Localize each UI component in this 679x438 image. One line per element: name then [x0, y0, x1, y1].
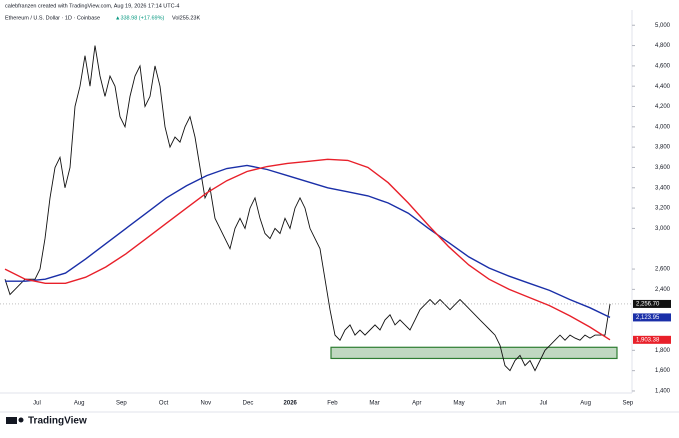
change: ▲338.98 (+17.69%)	[115, 15, 164, 21]
x-tick-label: Sep	[116, 401, 127, 407]
x-tick-label: Aug	[74, 401, 85, 407]
x-tick-label: Jul	[33, 401, 41, 407]
price-label: 2,256.70	[636, 302, 660, 308]
price-label: 2,123.95	[636, 315, 660, 321]
byline: calebfranzen created with TradingView.co…	[5, 3, 179, 9]
price-label-box	[633, 313, 671, 322]
y-tick-label: 1,800	[655, 348, 671, 354]
y-tick-label: 2,600	[655, 267, 671, 273]
x-tick-label: Apr	[412, 401, 421, 407]
y-tick-label: 3,000	[655, 226, 671, 232]
y-tick-label: 4,600	[655, 63, 671, 69]
x-tick-label: 2026	[284, 401, 298, 407]
brand: TradingView	[28, 416, 87, 427]
x-tick-label: Sep	[622, 401, 633, 407]
y-tick-label: 2,400	[655, 287, 671, 293]
x-tick-label: Dec	[243, 401, 254, 407]
y-tick-label: 4,800	[655, 43, 671, 49]
x-tick-label: Jul	[540, 401, 548, 407]
price-line	[4, 45, 611, 372]
y-tick-label: 3,200	[655, 206, 671, 212]
symbol: Ethereum / U.S. Dollar · 1D · Coinbase	[5, 15, 100, 21]
y-tick-label: 1,400	[655, 389, 671, 395]
y-tick-label: 3,400	[655, 185, 671, 191]
x-tick-label: Oct	[159, 401, 169, 407]
volume: Vol255.23K	[172, 15, 200, 21]
y-tick-label: 4,000	[655, 124, 671, 130]
x-tick-label: Feb	[327, 401, 338, 407]
x-tick-label: Mar	[369, 401, 379, 407]
price-label-box	[633, 335, 671, 344]
price-label-box	[633, 299, 671, 308]
moving-average	[4, 158, 611, 341]
x-tick-label: Nov	[200, 401, 211, 407]
x-tick-label: Jun	[496, 401, 506, 407]
y-tick-label: 4,200	[655, 104, 671, 110]
y-tick-label: 3,800	[655, 145, 671, 151]
logo	[6, 417, 24, 424]
x-tick-label: Aug	[580, 401, 591, 407]
moving-average	[5, 164, 611, 319]
y-tick-label: 1,600	[655, 368, 671, 374]
x-tick-label: May	[453, 401, 464, 407]
price-label: 1,903.38	[636, 337, 660, 343]
y-tick-label: 3,600	[655, 165, 671, 171]
y-tick-label: 4,400	[655, 84, 671, 90]
y-tick-label: 5,000	[655, 23, 671, 29]
support-zone	[330, 346, 618, 360]
